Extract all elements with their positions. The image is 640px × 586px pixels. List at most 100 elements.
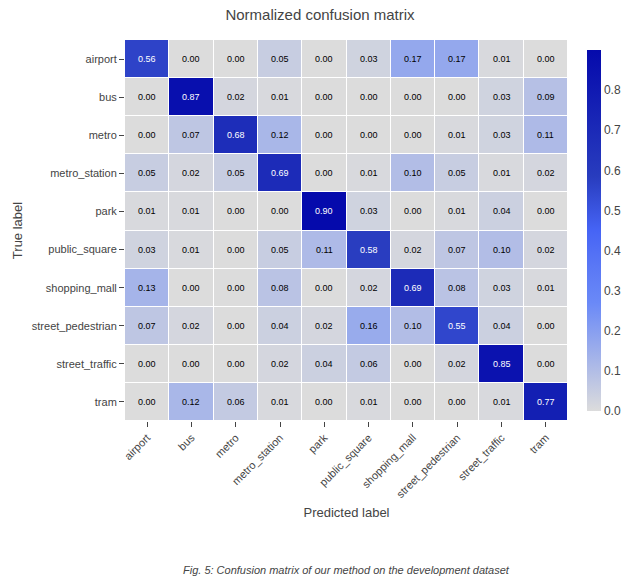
svg-text:park: park	[95, 205, 117, 217]
svg-text:0.00: 0.00	[315, 397, 333, 407]
svg-text:0.00: 0.00	[138, 130, 156, 140]
svg-text:street_pedestrian: street_pedestrian	[394, 432, 463, 501]
svg-text:0.8: 0.8	[604, 83, 621, 97]
svg-text:0.69: 0.69	[404, 283, 422, 293]
svg-text:Fig. 5: Confusion matrix of ou: Fig. 5: Confusion matrix of our method o…	[183, 564, 510, 576]
svg-text:0.02: 0.02	[182, 168, 200, 178]
svg-text:0.06: 0.06	[360, 359, 378, 369]
svg-text:0.06: 0.06	[227, 397, 245, 407]
svg-text:0.02: 0.02	[537, 245, 555, 255]
svg-text:0.02: 0.02	[448, 359, 466, 369]
svg-text:0.00: 0.00	[271, 206, 289, 216]
svg-text:0.01: 0.01	[182, 245, 200, 255]
svg-text:0.03: 0.03	[360, 54, 378, 64]
svg-text:airport: airport	[122, 432, 153, 463]
svg-text:street_traffic: street_traffic	[456, 431, 507, 482]
svg-text:0.00: 0.00	[315, 283, 333, 293]
svg-text:0.77: 0.77	[537, 397, 555, 407]
svg-text:0.00: 0.00	[404, 92, 422, 102]
svg-text:0.4: 0.4	[604, 244, 621, 258]
svg-text:0.00: 0.00	[537, 54, 555, 64]
svg-text:0.00: 0.00	[404, 130, 422, 140]
svg-text:0.02: 0.02	[537, 168, 555, 178]
svg-text:0.01: 0.01	[537, 283, 555, 293]
svg-text:Normalized confusion matrix: Normalized confusion matrix	[225, 6, 415, 23]
svg-text:0.05: 0.05	[227, 168, 245, 178]
svg-text:0.05: 0.05	[271, 54, 289, 64]
svg-text:0.00: 0.00	[138, 397, 156, 407]
svg-text:0.11: 0.11	[537, 130, 554, 140]
svg-text:0.00: 0.00	[448, 92, 466, 102]
svg-text:0.58: 0.58	[360, 245, 378, 255]
svg-text:public_square: public_square	[48, 243, 117, 255]
svg-text:0.10: 0.10	[493, 245, 511, 255]
svg-text:metro_station: metro_station	[230, 432, 286, 488]
svg-text:0.85: 0.85	[493, 359, 511, 369]
svg-text:0.1: 0.1	[604, 364, 621, 378]
svg-text:0.01: 0.01	[360, 168, 378, 178]
svg-text:0.03: 0.03	[493, 283, 511, 293]
svg-text:0.00: 0.00	[315, 54, 333, 64]
svg-text:0.02: 0.02	[315, 321, 333, 331]
svg-text:0.90: 0.90	[315, 206, 333, 216]
svg-text:True label: True label	[10, 202, 25, 259]
svg-text:0.04: 0.04	[493, 321, 511, 331]
svg-text:0.01: 0.01	[493, 168, 511, 178]
svg-text:0.01: 0.01	[493, 397, 511, 407]
svg-text:0.03: 0.03	[493, 130, 511, 140]
svg-text:0.10: 0.10	[404, 321, 422, 331]
svg-text:0.00: 0.00	[182, 54, 200, 64]
svg-text:0.04: 0.04	[271, 321, 289, 331]
svg-text:0.5: 0.5	[604, 204, 621, 218]
svg-text:bus: bus	[99, 91, 117, 103]
svg-text:0.04: 0.04	[493, 206, 511, 216]
svg-text:0.00: 0.00	[537, 321, 555, 331]
svg-text:0.00: 0.00	[315, 168, 333, 178]
svg-text:0.17: 0.17	[448, 54, 466, 64]
svg-text:0.00: 0.00	[404, 397, 422, 407]
svg-text:0.00: 0.00	[404, 359, 422, 369]
svg-text:0.0: 0.0	[604, 404, 621, 418]
svg-text:0.02: 0.02	[360, 283, 378, 293]
svg-text:0.00: 0.00	[315, 130, 333, 140]
svg-text:0.3: 0.3	[604, 284, 621, 298]
svg-text:0.01: 0.01	[448, 130, 466, 140]
svg-text:0.00: 0.00	[227, 206, 245, 216]
svg-text:0.10: 0.10	[404, 168, 422, 178]
svg-text:0.05: 0.05	[448, 168, 466, 178]
svg-text:park: park	[306, 431, 330, 455]
svg-text:metro_station: metro_station	[50, 167, 117, 179]
svg-text:0.2: 0.2	[604, 324, 621, 338]
svg-text:0.01: 0.01	[360, 397, 378, 407]
svg-text:0.00: 0.00	[360, 92, 378, 102]
svg-text:0.02: 0.02	[182, 321, 200, 331]
svg-text:metro: metro	[89, 129, 117, 141]
svg-text:0.03: 0.03	[138, 245, 156, 255]
svg-text:0.03: 0.03	[360, 206, 378, 216]
svg-text:0.69: 0.69	[271, 168, 289, 178]
svg-text:0.09: 0.09	[537, 92, 555, 102]
svg-text:0.00: 0.00	[227, 359, 245, 369]
svg-text:0.01: 0.01	[271, 92, 289, 102]
svg-text:metro: metro	[213, 432, 241, 460]
svg-text:0.7: 0.7	[604, 123, 621, 137]
svg-text:0.05: 0.05	[138, 168, 156, 178]
svg-text:0.11: 0.11	[316, 245, 333, 255]
svg-text:0.00: 0.00	[227, 283, 245, 293]
svg-text:0.00: 0.00	[138, 92, 156, 102]
svg-text:0.12: 0.12	[271, 130, 289, 140]
svg-text:0.00: 0.00	[360, 130, 378, 140]
svg-text:0.00: 0.00	[227, 321, 245, 331]
svg-text:0.00: 0.00	[315, 92, 333, 102]
svg-text:0.02: 0.02	[227, 92, 245, 102]
svg-text:0.03: 0.03	[493, 92, 511, 102]
svg-text:0.01: 0.01	[182, 206, 200, 216]
svg-text:Predicted label: Predicted label	[304, 505, 390, 520]
svg-text:0.05: 0.05	[271, 245, 289, 255]
svg-text:0.01: 0.01	[271, 397, 289, 407]
svg-text:bus: bus	[176, 431, 197, 452]
svg-text:0.00: 0.00	[138, 359, 156, 369]
svg-text:airport: airport	[86, 53, 117, 65]
svg-text:0.17: 0.17	[404, 54, 422, 64]
svg-text:0.01: 0.01	[138, 206, 156, 216]
